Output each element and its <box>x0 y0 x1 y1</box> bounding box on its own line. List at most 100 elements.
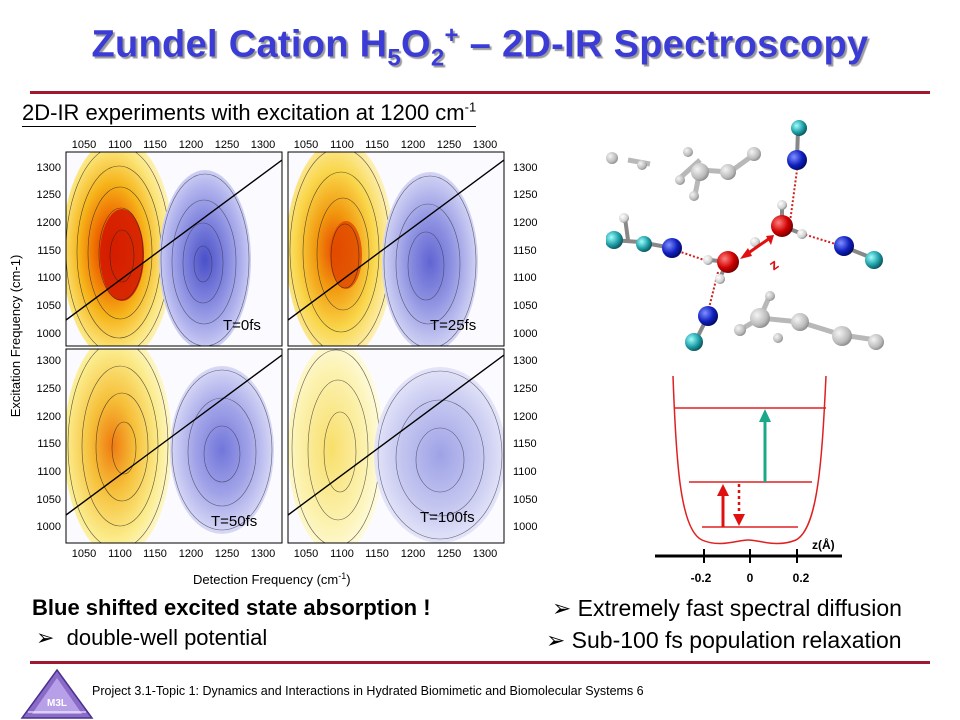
svg-text:1100: 1100 <box>37 466 61 478</box>
svg-text:1300: 1300 <box>513 162 537 174</box>
svg-text:1250: 1250 <box>37 189 61 201</box>
svg-text:1100: 1100 <box>108 548 132 560</box>
svg-text:1000: 1000 <box>37 328 61 340</box>
panel-frame <box>287 348 505 544</box>
svg-text:1100: 1100 <box>37 272 61 284</box>
svg-text:1200: 1200 <box>37 217 61 229</box>
svg-text:1100: 1100 <box>513 466 537 478</box>
bullet-arrow-icon: ➢ <box>546 627 566 653</box>
svg-text:1150: 1150 <box>365 548 389 560</box>
svg-text:1150: 1150 <box>143 139 167 151</box>
svg-text:1300: 1300 <box>473 139 497 151</box>
panel-label-t100: T=100fs <box>420 509 475 526</box>
svg-text:1300: 1300 <box>251 548 275 560</box>
svg-text:1000: 1000 <box>513 328 537 340</box>
panel-t0 <box>66 152 282 346</box>
svg-text:1150: 1150 <box>513 438 537 450</box>
blue-shift-statement: Blue shifted excited state absorption ! <box>32 595 431 620</box>
y-axis-label: Excitation Frequency (cm-1) <box>8 255 23 418</box>
y-ticks-right-bottom: 1300 1250 1200 1150 1100 1050 1000 <box>513 355 537 533</box>
svg-text:1200: 1200 <box>179 139 203 151</box>
svg-text:1050: 1050 <box>513 494 537 506</box>
relaxation-arrow <box>733 484 745 526</box>
atoms <box>606 120 883 351</box>
tick-0: 0 <box>747 571 754 585</box>
svg-text:1050: 1050 <box>294 139 318 151</box>
svg-text:1050: 1050 <box>37 494 61 506</box>
y-ticks-right-top: 1300 1250 1200 1150 1100 1050 1000 <box>513 162 537 340</box>
svg-text:1200: 1200 <box>401 139 425 151</box>
bullet-arrow-icon: ➢ <box>36 625 55 650</box>
2d-ir-spectra: T=0fs T=25fs T=50fs T=100fs 1050 1100 115… <box>8 139 537 587</box>
svg-text:1150: 1150 <box>37 245 61 257</box>
svg-text:1300: 1300 <box>251 139 275 151</box>
svg-text:1250: 1250 <box>437 548 461 560</box>
panel-t100 <box>288 349 504 543</box>
z-axis-label: z(Å) <box>812 537 835 552</box>
m3l-logo: M3L <box>20 668 94 719</box>
svg-text:1300: 1300 <box>37 355 61 367</box>
svg-text:1200: 1200 <box>37 411 61 423</box>
svg-text:M3L: M3L <box>47 698 67 709</box>
panel-frame <box>287 151 505 347</box>
y-ticks-left-top: 1300 1250 1200 1150 1100 1050 1000 <box>37 162 61 340</box>
potential-curve <box>672 375 827 545</box>
svg-text:1200: 1200 <box>513 411 537 423</box>
svg-text:1200: 1200 <box>401 548 425 560</box>
y-ticks-left-bottom: 1300 1250 1200 1150 1100 1050 1000 <box>37 355 61 533</box>
panel-t50 <box>66 349 282 543</box>
bullet-double-well: ➢ double-well potential <box>36 625 268 650</box>
svg-text:1250: 1250 <box>215 548 239 560</box>
svg-text:1200: 1200 <box>513 217 537 229</box>
svg-text:1150: 1150 <box>513 245 537 257</box>
z-coordinate-label: z <box>766 256 782 274</box>
x-ticks-bottom-left: 1050 1100 1150 1200 1250 1300 <box>72 548 275 560</box>
subtitle: 2D-IR experiments with excitation at 120… <box>22 100 477 128</box>
svg-text:1100: 1100 <box>330 139 354 151</box>
x-ticks-top-right: 1050 1100 1150 1200 1250 1300 <box>294 139 497 151</box>
panel-t25 <box>288 152 504 346</box>
panel-label-t25: T=25fs <box>430 317 476 334</box>
svg-text:1150: 1150 <box>143 548 167 560</box>
top-divider <box>30 91 930 94</box>
bullet-arrow-icon: ➢ <box>552 595 572 621</box>
svg-text:1300: 1300 <box>37 162 61 174</box>
x-ticks-bottom-right: 1050 1100 1150 1200 1250 1300 <box>294 548 497 560</box>
panel-frame <box>65 151 283 347</box>
svg-text:1250: 1250 <box>37 383 61 395</box>
svg-text:1050: 1050 <box>294 548 318 560</box>
footer-text: Project 3.1-Topic 1: Dynamics and Intera… <box>92 684 644 698</box>
svg-text:1250: 1250 <box>513 189 537 201</box>
x-ticks-top-left: 1050 1100 1150 1200 1250 1300 <box>72 139 275 151</box>
excited-state-absorption-arrow <box>759 409 771 482</box>
svg-text:1050: 1050 <box>72 548 96 560</box>
bottom-divider <box>30 661 930 664</box>
tick-minus-0.2: -0.2 <box>691 571 712 585</box>
zundel-molecule: z <box>606 120 884 351</box>
bullet-population-relaxation: ➢ Sub-100 fs population relaxation <box>546 627 902 653</box>
svg-text:1000: 1000 <box>513 521 537 533</box>
svg-text:1100: 1100 <box>108 139 132 151</box>
svg-text:1050: 1050 <box>72 139 96 151</box>
proton-transfer-arrow <box>740 235 774 259</box>
slide-title: Zundel Cation H5O2+ – 2D-IR Spectroscopy <box>91 22 869 72</box>
svg-text:1100: 1100 <box>513 272 537 284</box>
x-axis-label: Detection Frequency (cm-1) <box>193 571 351 587</box>
bullet-spectral-diffusion: ➢ Extremely fast spectral diffusion <box>552 595 902 621</box>
svg-text:1250: 1250 <box>437 139 461 151</box>
svg-text:1050: 1050 <box>37 300 61 312</box>
svg-text:1200: 1200 <box>179 548 203 560</box>
background-atoms <box>606 147 884 350</box>
panel-label-t0: T=0fs <box>223 317 261 334</box>
svg-text:1300: 1300 <box>513 355 537 367</box>
excitation-arrow <box>717 484 729 527</box>
svg-text:1300: 1300 <box>473 548 497 560</box>
svg-text:1250: 1250 <box>513 383 537 395</box>
svg-text:1150: 1150 <box>37 438 61 450</box>
svg-text:1000: 1000 <box>37 521 61 533</box>
svg-text:1250: 1250 <box>215 139 239 151</box>
tick-0.2: 0.2 <box>793 571 810 585</box>
panel-frame <box>65 348 283 544</box>
svg-text:1050: 1050 <box>513 300 537 312</box>
svg-text:1100: 1100 <box>330 548 354 560</box>
